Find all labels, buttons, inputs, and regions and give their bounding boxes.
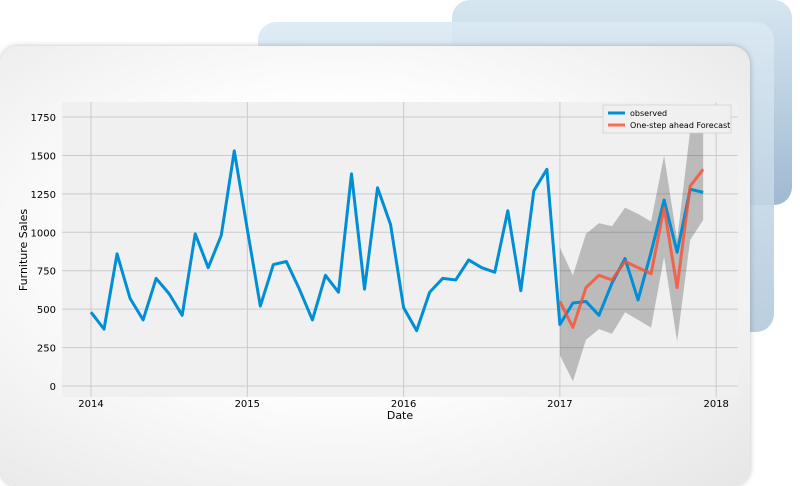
legend: observed One-step ahead Forecast <box>602 104 732 134</box>
y-axis-label: Furniture Sales <box>17 209 30 291</box>
y-tick-label: 1250 <box>31 190 56 201</box>
y-tick-label: 500 <box>37 305 56 316</box>
x-tick-label: 2016 <box>391 399 416 410</box>
x-axis-label: Date <box>387 409 414 422</box>
y-tick-label: 0 <box>50 382 56 393</box>
x-tick-label: 2017 <box>547 399 572 410</box>
observed-line <box>89 149 704 333</box>
forecast-line <box>558 168 705 330</box>
x-tick-label: 2018 <box>703 399 728 410</box>
confidence-interval-band <box>559 115 704 382</box>
y-tick-label: 1000 <box>31 228 56 239</box>
y-tick-label: 750 <box>37 267 56 278</box>
y-tick-label: 1500 <box>31 151 56 162</box>
legend-observed-label: observed <box>630 109 667 118</box>
y-tick-label: 250 <box>37 344 56 355</box>
y-tick-label: 1750 <box>31 113 56 124</box>
legend-box <box>602 104 732 134</box>
x-tick-label: 2015 <box>235 399 260 410</box>
x-tick-label: 2014 <box>78 399 103 410</box>
legend-forecast-label: One-step ahead Forecast <box>630 121 730 130</box>
